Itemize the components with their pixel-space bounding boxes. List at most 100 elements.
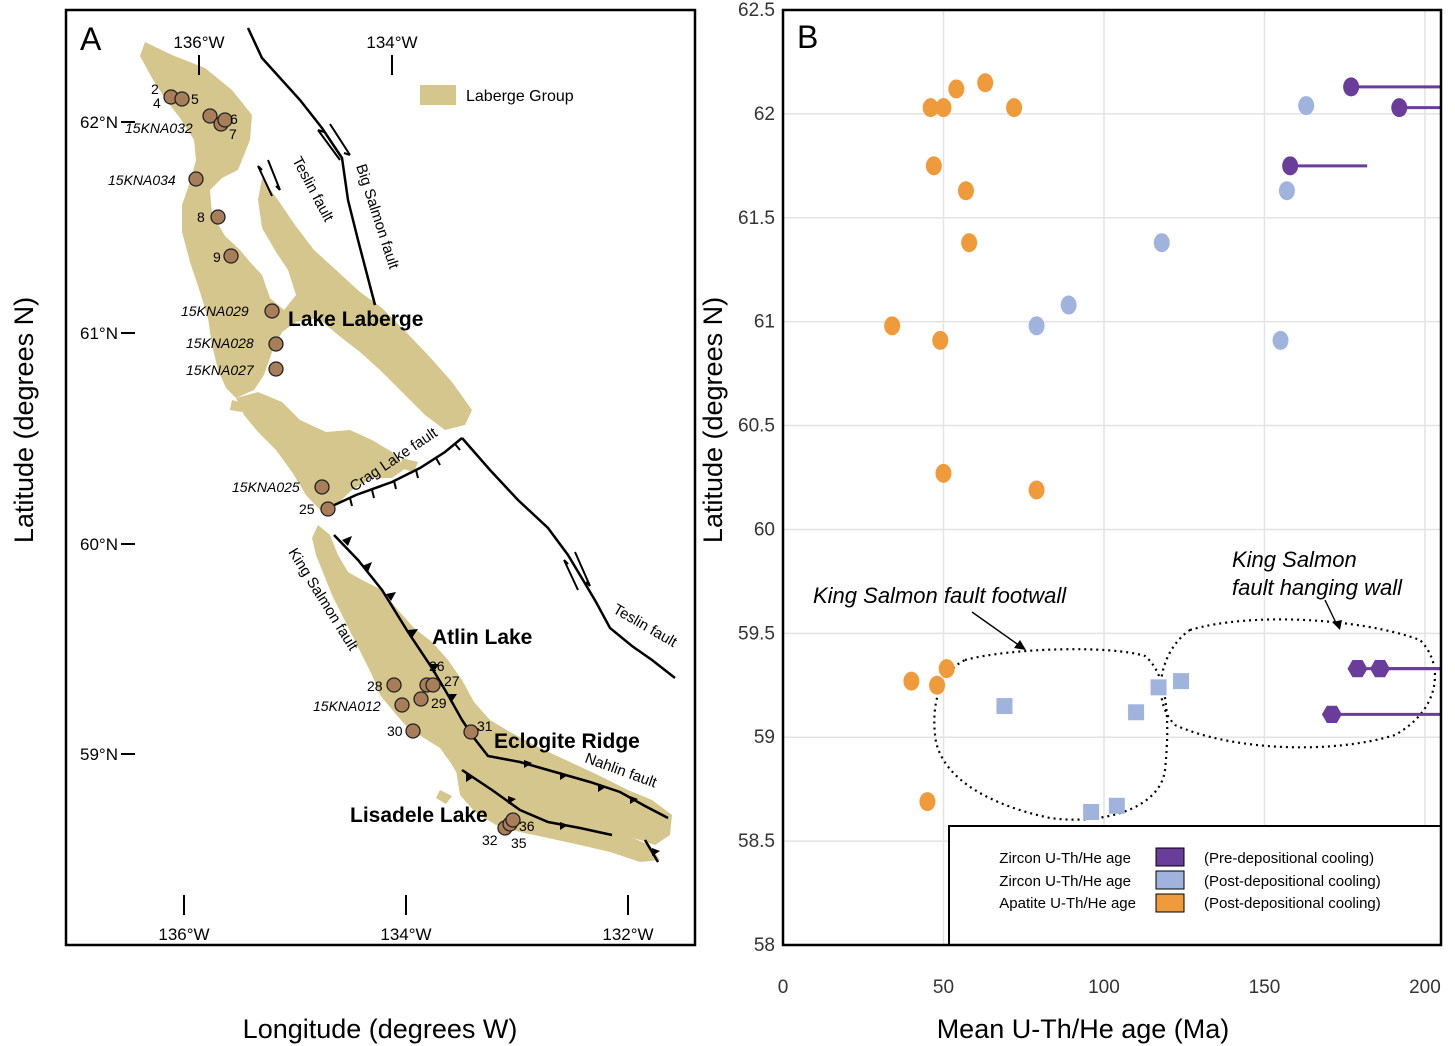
strike-slip-arrows — [257, 123, 591, 591]
deposit-south — [312, 525, 672, 845]
sample-label: 27 — [444, 673, 460, 689]
data-point — [996, 698, 1013, 715]
sample-labels: 2 4 5 6 7 15KNA032 15KNA034 8 9 15KNA029… — [108, 81, 535, 851]
footwall-arrowhead — [1014, 640, 1026, 650]
hanging-wall-arrow — [1324, 599, 1338, 626]
lat-label-62: 62°N — [80, 113, 118, 132]
data-point — [1028, 316, 1045, 336]
sample-label: 30 — [387, 723, 403, 739]
lat-label-61: 61°N — [80, 324, 118, 343]
sample-point — [264, 303, 280, 319]
sample-label: 35 — [511, 835, 527, 851]
sample-sites — [163, 89, 521, 836]
deposit-far-south — [456, 770, 660, 862]
sample-label: 29 — [431, 695, 447, 711]
sample-label: 15KNA034 — [108, 172, 176, 188]
data-point — [884, 316, 901, 336]
y-tick-label: 58.5 — [738, 831, 775, 852]
panel-a-y-axis-label: Latitude (degrees N) — [9, 297, 39, 543]
data-point — [948, 79, 965, 99]
data-point — [1391, 98, 1408, 118]
sample-label: 9 — [213, 249, 221, 265]
x-tick-label: 150 — [1249, 977, 1281, 998]
legend-laberge-swatch — [420, 85, 456, 105]
data-point — [1128, 704, 1145, 721]
sample-label: 15KNA032 — [125, 120, 193, 136]
data-point — [935, 98, 952, 118]
data-point — [1321, 705, 1342, 723]
legend-swatch-1 — [1155, 870, 1185, 890]
sample-label: 4 — [153, 95, 161, 111]
panel-b-label: B — [797, 19, 818, 55]
place-lisadele-lake: Lisadele Lake — [350, 804, 488, 827]
panel-a-x-axis-label: Longitude (degrees W) — [243, 1014, 518, 1044]
bottom-tick-label-134: 134°W — [380, 925, 431, 944]
data-point — [929, 675, 946, 695]
hanging-wall-annotation-line2: fault hanging wall — [1232, 575, 1403, 600]
legend-swatch-2 — [1155, 893, 1185, 913]
sample-point — [268, 336, 284, 352]
panel-a-map: A Laberge Group 136°W 134°W 136°W 134°W … — [9, 8, 697, 1044]
legend-desc-0: (Pre-depositional cooling) — [1204, 850, 1374, 867]
data-point — [1150, 679, 1167, 696]
y-tick-label: 60.5 — [738, 416, 775, 437]
hanging-wall-annotation-line1: King Salmon — [1232, 547, 1357, 572]
data-point — [1272, 330, 1289, 350]
footwall-outline — [933, 648, 1169, 821]
sample-point — [505, 812, 521, 828]
sample-point — [210, 209, 226, 225]
data-point — [919, 792, 936, 812]
bottom-tick-label-136: 136°W — [158, 925, 209, 944]
sample-label: 25 — [299, 501, 315, 517]
data-point — [938, 659, 955, 679]
legend-name-1: Zircon U-Th/He age — [999, 873, 1131, 890]
sample-label: 8 — [197, 209, 205, 225]
lat-label-59: 59°N — [80, 745, 118, 764]
data-point — [1153, 233, 1170, 253]
teslin-fault-south-line — [461, 437, 676, 679]
sample-label: 28 — [367, 678, 383, 694]
lat-label-60: 60°N — [80, 535, 118, 554]
x-tick-label: 50 — [933, 977, 954, 998]
data-point — [1173, 673, 1190, 690]
panel-a-label: A — [80, 21, 102, 57]
data-point — [1347, 660, 1368, 678]
chart-marks — [884, 73, 1441, 821]
big-salmon-fault-line — [246, 27, 377, 306]
data-point — [935, 463, 952, 483]
sample-label: 5 — [191, 91, 199, 107]
sample-point — [202, 108, 218, 124]
sample-label: 6 — [230, 111, 238, 127]
sample-label: 31 — [477, 718, 493, 734]
sample-point — [268, 361, 284, 377]
sample-label: 15KNA025 — [232, 479, 300, 495]
sample-point — [413, 691, 429, 707]
legend-desc-1: (Post-depositional cooling) — [1204, 873, 1381, 890]
place-eclogite-ridge: Eclogite Ridge — [494, 730, 640, 753]
footwall-arrow — [971, 611, 1021, 647]
chart-legend: Zircon U-Th/He age Zircon U-Th/He age Ap… — [948, 825, 1442, 946]
panel-b-chart: King Salmon fault footwall King Salmon f… — [698, 0, 1443, 1044]
panel-b-x-axis-label: Mean U-Th/He age (Ma) — [937, 1014, 1230, 1044]
place-atlin-lake: Atlin Lake — [432, 626, 532, 649]
sample-label: 15KNA028 — [186, 335, 254, 351]
legend-swatch-0 — [1155, 847, 1185, 867]
deposit-islet-3 — [436, 790, 452, 804]
sample-point — [386, 677, 402, 693]
thrust-teeth — [342, 536, 660, 856]
legend-desc-2: (Post-depositional cooling) — [1204, 895, 1381, 912]
data-point — [1343, 77, 1360, 97]
panel-b-frame — [781, 8, 1443, 947]
y-tick-label: 58 — [754, 935, 775, 956]
data-point — [957, 181, 974, 201]
data-point — [922, 98, 939, 118]
hanging-wall-outline — [1159, 618, 1437, 749]
data-point — [1083, 804, 1100, 821]
y-tick-label: 62.5 — [738, 0, 775, 21]
sample-point — [394, 697, 410, 713]
sample-label: 7 — [229, 126, 237, 142]
deposit-central — [236, 392, 406, 510]
sample-point — [425, 677, 441, 693]
sample-point — [405, 723, 421, 739]
hanging-wall-arrowhead — [1332, 620, 1342, 630]
